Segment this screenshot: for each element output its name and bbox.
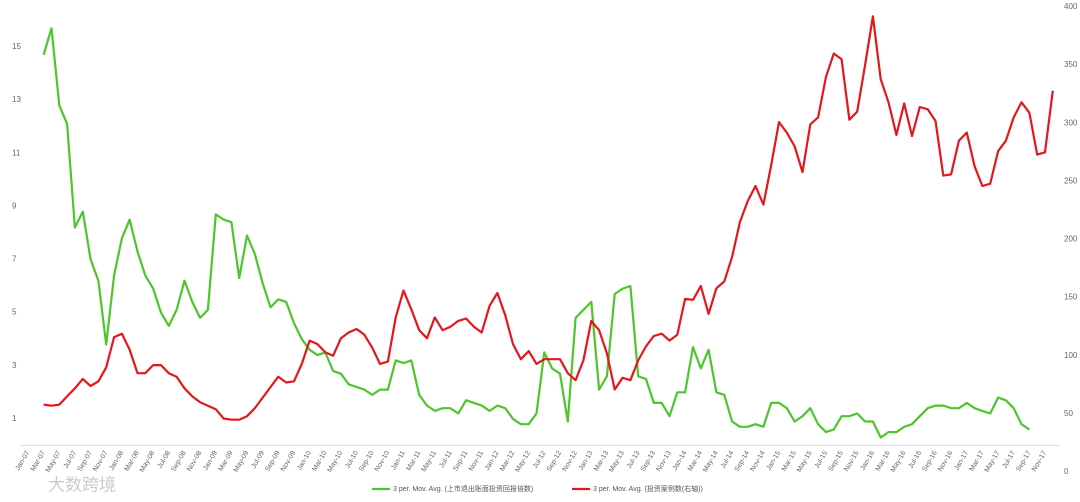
y2-tick-label: 250: [1064, 176, 1078, 185]
x-tick-label: Jul-10: [344, 450, 360, 470]
x-tick-label: Nov-09: [280, 450, 297, 473]
x-tick-label: Jul-15: [814, 450, 830, 470]
x-tick-label: Jan-11: [390, 450, 407, 472]
x-tick-label: Nov-14: [749, 450, 766, 473]
legend-label: 3 per. Mov. Avg. (上市退出账面投资回报倍数): [393, 484, 533, 493]
x-tick-label: Nov-15: [843, 450, 860, 473]
x-tick-label: Jul-17: [1001, 450, 1017, 470]
x-tick-label: Jan-07: [15, 450, 32, 472]
x-tick-label: Jan-12: [484, 450, 501, 472]
x-tick-label: Jan-16: [859, 450, 876, 472]
x-tick-label: May-09: [233, 450, 251, 474]
y-tick-label: 15: [12, 42, 21, 51]
y2-tick-label: 350: [1064, 60, 1078, 69]
x-tick-label: Nov-16: [937, 450, 954, 473]
y2-tick-label: 50: [1064, 409, 1073, 418]
x-tick-label: Jul-09: [250, 450, 266, 470]
x-tick-label: Jan-15: [766, 450, 783, 472]
x-tick-label: May-16: [890, 450, 908, 474]
y-tick-label: 11: [12, 148, 21, 157]
x-tick-label: May-13: [608, 450, 626, 474]
x-tick-label: May-11: [421, 450, 439, 473]
y-tick-label: 5: [12, 308, 17, 317]
x-tick-label: Jan-17: [953, 450, 970, 472]
x-tick-label: Nov-08: [186, 450, 203, 473]
y2-tick-label: 300: [1064, 118, 1078, 127]
x-tick-label: Jul-16: [908, 450, 924, 470]
x-tick-label: Nov-17: [1031, 450, 1048, 473]
x-tick-label: Jan-08: [108, 450, 125, 472]
y2-tick-label: 100: [1064, 351, 1078, 360]
x-tick-label: Jul-07: [63, 450, 79, 470]
x-tick-label: May-10: [327, 450, 345, 474]
x-tick-label: Nov-12: [562, 450, 579, 473]
y2-tick-label: 400: [1064, 2, 1078, 11]
legend-label: 3 per. Mov. Avg. (投资案例数(右轴)): [593, 484, 703, 493]
x-tick-label: Jan-14: [672, 450, 689, 472]
x-tick-label: Jul-13: [626, 450, 642, 470]
x-tick-label: May-12: [514, 450, 532, 474]
y-tick-label: 13: [12, 95, 21, 104]
x-tick-label: May-15: [796, 450, 814, 474]
y2-tick-label: 150: [1064, 293, 1078, 302]
x-tick-label: Jul-08: [157, 450, 173, 470]
line-series: [43, 15, 1054, 421]
x-tick-label: May-07: [45, 450, 63, 474]
y-tick-label: 3: [12, 361, 17, 370]
x-tick-label: Jul-14: [720, 450, 736, 470]
y-tick-label: 9: [12, 201, 17, 210]
watermark: 大数跨境: [48, 475, 116, 494]
x-tick-label: Jan-10: [296, 450, 313, 472]
x-tick-label: Nov-13: [655, 450, 672, 473]
x-tick-label: Mar-11: [406, 450, 423, 472]
y2-tick-label: 0: [1064, 467, 1069, 476]
x-tick-label: Jan-09: [202, 450, 219, 472]
x-tick-label: Jan-13: [578, 450, 595, 472]
x-tick-label: May-14: [702, 450, 720, 474]
x-tick-label: Jul-11: [438, 450, 453, 470]
y-tick-label: 1: [12, 414, 17, 423]
x-tick-label: Jul-12: [532, 450, 548, 470]
y-tick-label: 7: [12, 255, 17, 264]
x-tick-label: Nov-11: [468, 450, 485, 473]
x-tick-label: May-08: [139, 450, 157, 474]
line-series: [42, 27, 1031, 439]
y2-tick-label: 200: [1064, 235, 1078, 244]
x-tick-label: Nov-10: [374, 450, 391, 473]
x-tick-label: Nov-07: [92, 450, 109, 473]
x-tick-label: May-17: [984, 450, 1002, 474]
